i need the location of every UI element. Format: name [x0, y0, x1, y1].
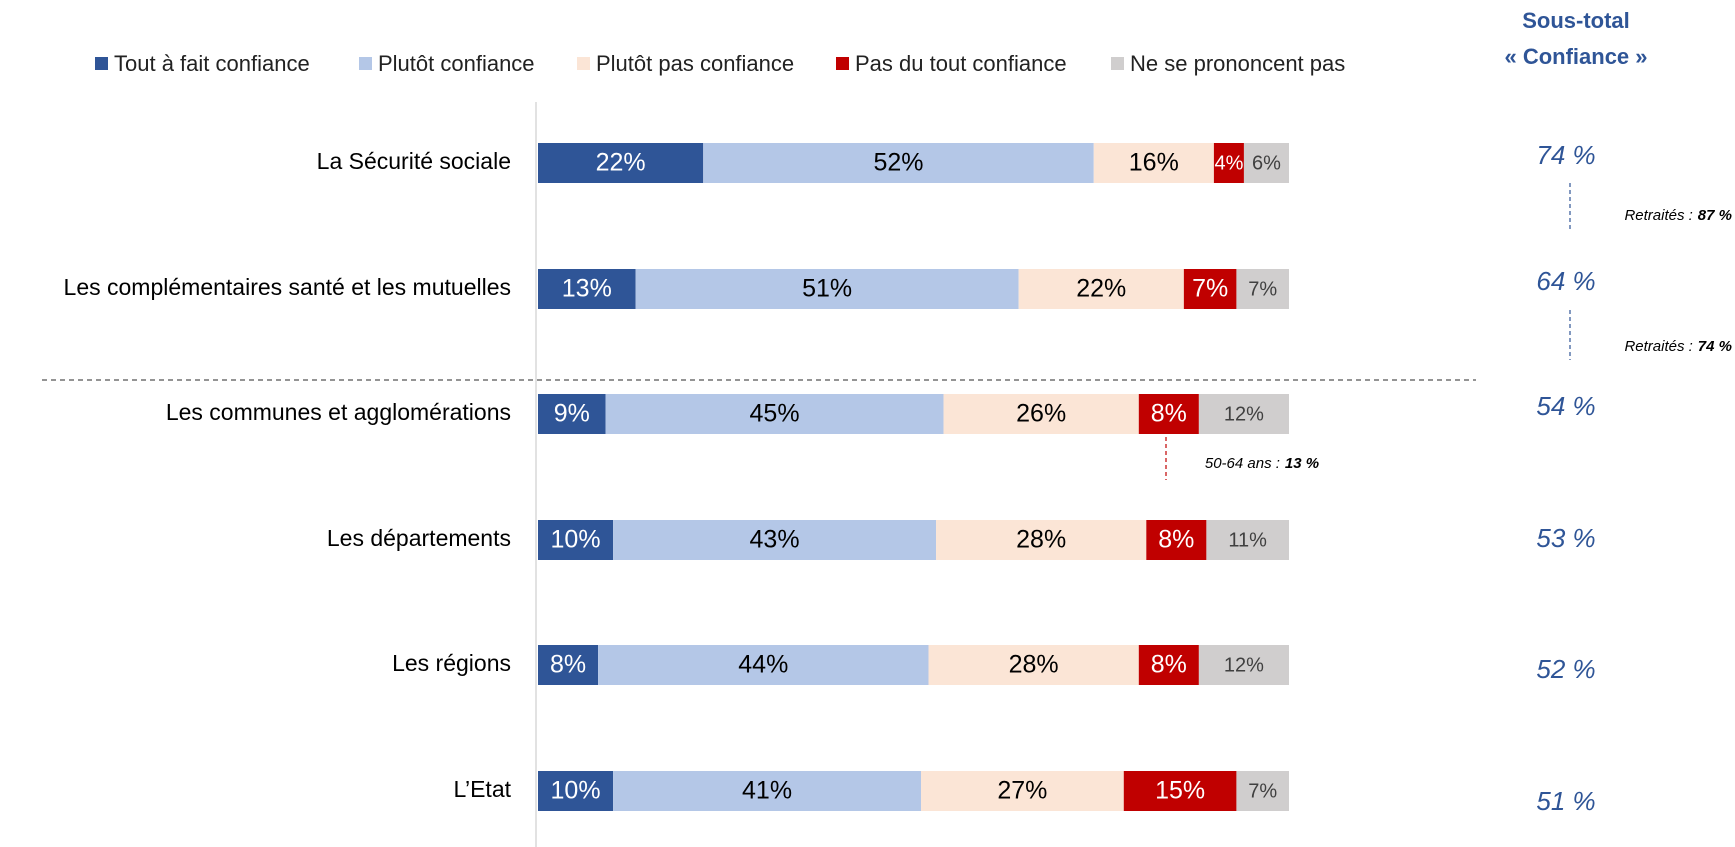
bar-segment — [1198, 394, 1289, 434]
subtotal-label: 54 % — [1536, 391, 1595, 421]
bar-segment — [538, 771, 614, 811]
annotation-value: 74 % — [1698, 338, 1732, 355]
bar-segment — [1183, 269, 1237, 309]
value-label: 8% — [1151, 400, 1187, 428]
bar-segment — [1093, 143, 1214, 183]
bar-segment — [538, 520, 614, 560]
subtotal-label: 53 % — [1536, 523, 1595, 553]
value-label: 45% — [750, 400, 800, 428]
bar-segment — [921, 771, 1124, 811]
legend-label: Pas du tout confiance — [855, 51, 1067, 76]
value-label: 16% — [1129, 149, 1179, 177]
value-label: 41% — [742, 777, 792, 805]
value-label: 22% — [596, 149, 646, 177]
value-label: 8% — [550, 651, 586, 679]
subtotal-title: Sous-total — [1522, 8, 1630, 33]
subtotal-label: 52 % — [1536, 654, 1595, 684]
category-label: La Sécurité sociale — [317, 148, 511, 174]
value-label: 8% — [1151, 651, 1187, 679]
bar-segment — [703, 143, 1094, 183]
bar-segment — [613, 520, 937, 560]
legend-label: Plutôt confiance — [378, 51, 535, 76]
bar-segment — [1243, 143, 1289, 183]
legend-label: Plutôt pas confiance — [596, 51, 794, 76]
legend-swatch — [836, 57, 849, 70]
annotation-value: 87 % — [1698, 207, 1732, 224]
bar-segment — [1138, 394, 1199, 434]
annotation-value: 13 % — [1285, 455, 1319, 472]
annotation: Retraités : 74 % — [1624, 338, 1732, 355]
annotation: 50-64 ans : 13 % — [1205, 455, 1319, 472]
bar-segment — [598, 645, 929, 685]
bar-segment — [635, 269, 1019, 309]
legend-swatch — [577, 57, 590, 70]
value-label: 4% — [1214, 152, 1243, 174]
bar-segment — [1213, 143, 1244, 183]
legend-swatch — [95, 57, 108, 70]
value-label: 43% — [750, 526, 800, 554]
value-label: 15% — [1155, 777, 1205, 805]
value-label: 6% — [1252, 152, 1281, 174]
value-label: 51% — [802, 275, 852, 303]
value-label: 26% — [1016, 400, 1066, 428]
subtotal-title: « Confiance » — [1504, 44, 1647, 69]
annotation-text: 50-64 ans : — [1205, 455, 1280, 472]
category-label: L’Etat — [453, 776, 511, 802]
bar-segment — [613, 771, 922, 811]
bar-segment — [538, 645, 599, 685]
value-label: 52% — [873, 149, 923, 177]
annotation-text: Retraités : — [1624, 338, 1692, 355]
value-label: 12% — [1224, 403, 1264, 425]
category-label: Les régions — [392, 650, 511, 676]
category-label: Les complémentaires santé et les mutuell… — [64, 274, 511, 300]
value-label: 7% — [1192, 275, 1228, 303]
bar-segment — [936, 520, 1147, 560]
value-label: 22% — [1076, 275, 1126, 303]
value-label: 8% — [1158, 526, 1194, 554]
bar-segment — [1146, 520, 1207, 560]
legend-swatch — [359, 57, 372, 70]
value-label: 28% — [1016, 526, 1066, 554]
value-label: 10% — [551, 777, 601, 805]
bar-segment — [1236, 771, 1289, 811]
bar-segment — [1236, 269, 1289, 309]
value-label: 9% — [554, 400, 590, 428]
value-label: 10% — [551, 526, 601, 554]
subtotal-label: 74 % — [1536, 140, 1595, 170]
value-label: 27% — [997, 777, 1047, 805]
value-label: 13% — [562, 275, 612, 303]
bar-segment — [1206, 520, 1289, 560]
bar-segment — [1123, 771, 1237, 811]
bar-segment — [1138, 645, 1199, 685]
value-label: 11% — [1228, 529, 1267, 551]
annotation: Retraités : 87 % — [1624, 207, 1732, 224]
bar-segment — [928, 645, 1139, 685]
subtotal-label: 51 % — [1536, 786, 1595, 816]
bar-segment — [538, 143, 704, 183]
value-label: 28% — [1009, 651, 1059, 679]
value-label: 44% — [738, 651, 788, 679]
bar-segment — [1018, 269, 1184, 309]
bar-segment — [943, 394, 1139, 434]
value-label: 7% — [1248, 278, 1277, 300]
annotation-text: Retraités : — [1624, 207, 1692, 224]
legend-swatch — [1111, 57, 1124, 70]
category-label: Les départements — [327, 525, 511, 551]
legend-label: Ne se prononcent pas — [1130, 51, 1345, 76]
value-label: 12% — [1224, 654, 1264, 676]
bar-segment — [538, 394, 606, 434]
value-label: 7% — [1248, 780, 1277, 802]
category-label: Les communes et agglomérations — [166, 399, 511, 425]
subtotal-label: 64 % — [1536, 266, 1595, 296]
bar-segment — [538, 269, 636, 309]
bar-segment — [1198, 645, 1289, 685]
bar-segment — [605, 394, 944, 434]
legend-label: Tout à fait confiance — [114, 51, 310, 76]
